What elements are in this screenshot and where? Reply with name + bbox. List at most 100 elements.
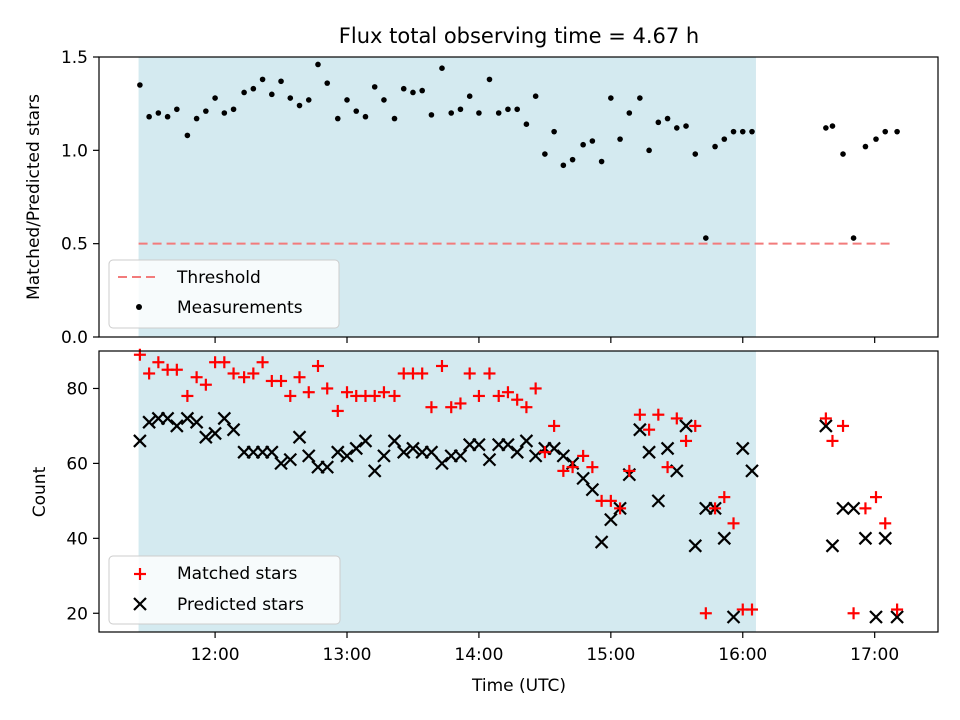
matched-star-point xyxy=(463,367,476,380)
matched-star-point xyxy=(454,397,467,410)
matched-star-point xyxy=(445,401,458,414)
matched-star-point xyxy=(416,367,429,380)
count-ytick-label: 20 xyxy=(66,604,88,624)
predicted-star-point xyxy=(189,415,204,429)
matched-star-point xyxy=(321,382,334,395)
predicted-star-point xyxy=(226,422,241,437)
predicted-star-point xyxy=(301,449,316,463)
predicted-star-point xyxy=(320,460,334,474)
predicted-star-point xyxy=(825,539,840,553)
predicted-marker-stroke xyxy=(735,441,750,456)
measurement-point xyxy=(466,93,473,99)
ratio-ytick-label: 0.0 xyxy=(61,328,88,348)
matched-star-point xyxy=(293,371,306,384)
measurement-point xyxy=(862,143,869,150)
predicted-marker-stroke xyxy=(406,441,420,456)
legend-matched-swatch xyxy=(134,568,146,580)
matched-star-point xyxy=(275,374,288,387)
measurement-point xyxy=(749,128,755,135)
matched-star-point xyxy=(670,412,683,425)
predicted-star-point xyxy=(406,441,420,456)
predicted-marker-stroke xyxy=(510,445,524,459)
predicted-marker-stroke xyxy=(367,464,382,478)
predicted-star-point xyxy=(208,426,222,441)
measurement-point xyxy=(560,162,567,169)
predicted-marker-stroke xyxy=(387,434,402,448)
predicted-marker-stroke xyxy=(226,422,241,437)
predicted-star-point xyxy=(501,437,515,452)
measurement-point xyxy=(730,128,737,135)
predicted-star-point xyxy=(660,441,675,456)
count-xtick-label: 13:00 xyxy=(323,645,372,665)
predicted-marker-stroke xyxy=(396,445,411,459)
matched-star-point xyxy=(577,449,590,462)
count-xtick-label: 17:00 xyxy=(850,645,899,665)
measurement-point xyxy=(203,108,209,114)
matched-star-point xyxy=(238,371,251,384)
predicted-star-point xyxy=(217,411,232,426)
legend-predicted-label: Predicted stars xyxy=(177,595,304,615)
predicted-marker-stroke xyxy=(660,441,675,456)
matched-star-point xyxy=(538,446,551,459)
predicted-star-point xyxy=(199,430,213,444)
predicted-marker-stroke xyxy=(846,501,861,516)
measurement-point xyxy=(589,138,596,144)
measurement-point xyxy=(259,76,266,83)
predicted-star-point xyxy=(274,456,288,471)
matched-star-point xyxy=(633,408,646,421)
matched-star-point xyxy=(718,491,731,504)
matched-star-point xyxy=(170,363,183,376)
measurement-point xyxy=(692,151,699,157)
count-y-ticks: 20 40 60 80 xyxy=(66,379,99,624)
matched-star-point xyxy=(709,502,722,515)
ratio-panel: 0.0 0.5 1.0 1.5 Matched/Predicted stars Thr… xyxy=(24,48,939,348)
predicted-marker-stroke xyxy=(501,437,515,452)
measurement-point xyxy=(532,93,539,99)
measurement-point xyxy=(829,123,836,129)
predicted-star-point xyxy=(819,419,833,433)
predicted-marker-stroke xyxy=(585,482,600,497)
measurement-point xyxy=(850,235,857,241)
predicted-star-point xyxy=(519,434,534,448)
measurement-point xyxy=(664,115,671,122)
predicted-marker-stroke xyxy=(142,415,156,429)
predicted-marker-stroke xyxy=(349,441,364,456)
matched-star-point xyxy=(181,389,194,402)
matched-star-point xyxy=(520,401,533,414)
ratio-axes-frame xyxy=(98,56,939,338)
measurement-point xyxy=(712,143,718,150)
measurement-point xyxy=(476,110,482,116)
measurement-point xyxy=(230,106,237,113)
predicted-star-point xyxy=(858,531,873,546)
ratio-y-ticks: 0.0 0.5 1.0 1.5 xyxy=(61,48,99,348)
predicted-marker-stroke xyxy=(217,411,232,426)
matched-star-point xyxy=(859,502,872,515)
ratio-ylabel: Matched/Predicted stars xyxy=(24,94,44,300)
matched-star-point xyxy=(284,389,297,402)
ratio-ytick-label: 0.5 xyxy=(61,235,88,255)
matched-star-point xyxy=(483,367,496,380)
predicted-star-point xyxy=(340,449,354,463)
predicted-star-point xyxy=(745,464,759,478)
predicted-star-point xyxy=(869,610,883,624)
measurement-point xyxy=(419,87,425,94)
ratio-ytick-label: 1.0 xyxy=(61,141,88,161)
measurement-point xyxy=(324,80,331,86)
measurement-point xyxy=(721,136,728,142)
predicted-marker-stroke xyxy=(377,449,391,463)
matched-star-point xyxy=(614,502,627,515)
predicted-star-point xyxy=(160,411,175,426)
measurement-point xyxy=(646,147,652,154)
measurement-point xyxy=(637,95,643,101)
measurement-point xyxy=(334,115,341,122)
matched-star-point xyxy=(511,393,524,406)
predicted-star-point xyxy=(642,445,656,459)
predicted-marker-stroke xyxy=(642,445,656,459)
matched-star-point xyxy=(557,464,570,477)
predicted-star-point xyxy=(726,610,741,624)
measurement-point xyxy=(371,84,378,90)
predicted-marker-stroke xyxy=(836,501,850,516)
matched-star-point xyxy=(548,419,561,432)
measurement-point xyxy=(683,123,689,129)
predicted-star-point xyxy=(679,419,693,433)
